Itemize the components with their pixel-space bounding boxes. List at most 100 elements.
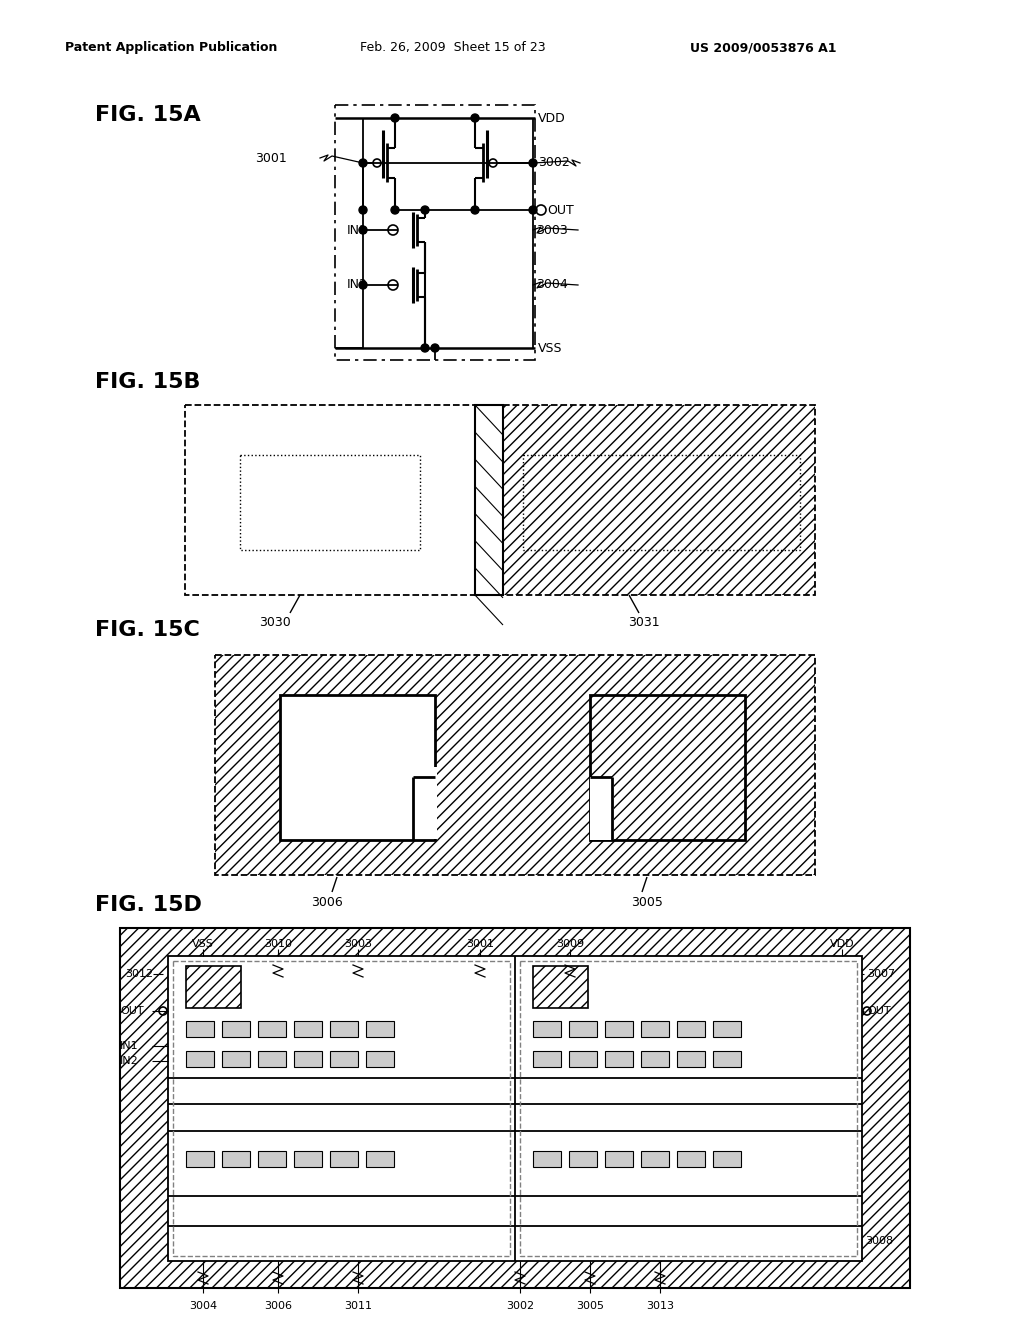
Circle shape	[529, 158, 537, 168]
Text: 3031: 3031	[628, 616, 659, 630]
Bar	[413, 767, 437, 840]
Text: 3011: 3011	[344, 1302, 372, 1311]
Bar	[222, 1151, 250, 1167]
Text: IN1: IN1	[120, 1041, 138, 1051]
Circle shape	[471, 114, 479, 121]
Circle shape	[421, 206, 429, 214]
Text: 3001: 3001	[255, 152, 287, 165]
Bar	[120, 928, 910, 1288]
Text: 3005: 3005	[575, 1302, 604, 1311]
Text: 3005: 3005	[631, 895, 663, 908]
Bar	[713, 1051, 741, 1067]
Bar	[215, 655, 815, 875]
Bar	[590, 777, 614, 840]
Circle shape	[391, 114, 399, 121]
Bar	[186, 1051, 214, 1067]
Bar	[330, 1051, 358, 1067]
Bar	[185, 405, 475, 595]
Text: FIG. 15D: FIG. 15D	[95, 895, 202, 915]
Text: VSS: VSS	[538, 342, 562, 355]
Bar	[534, 1020, 561, 1038]
Bar	[294, 1051, 322, 1067]
Text: VDD: VDD	[829, 939, 854, 949]
Bar	[713, 1020, 741, 1038]
Bar	[677, 1020, 705, 1038]
Text: OUT: OUT	[547, 203, 573, 216]
Text: 3002: 3002	[506, 1302, 535, 1311]
Bar	[534, 1151, 561, 1167]
Text: OUT: OUT	[867, 1006, 891, 1016]
Text: 3003: 3003	[536, 223, 567, 236]
Text: 3003: 3003	[344, 939, 372, 949]
Circle shape	[359, 206, 367, 214]
Bar	[366, 1020, 394, 1038]
Circle shape	[421, 345, 429, 352]
Text: OUT: OUT	[120, 1006, 143, 1016]
Bar	[258, 1020, 286, 1038]
Text: 3013: 3013	[646, 1302, 674, 1311]
Text: VDD: VDD	[538, 111, 565, 124]
Text: 3006: 3006	[311, 895, 343, 908]
Bar	[569, 1020, 597, 1038]
Text: FIG. 15B: FIG. 15B	[95, 372, 201, 392]
Bar	[258, 1151, 286, 1167]
Bar	[641, 1151, 669, 1167]
Bar	[534, 1051, 561, 1067]
Text: IN2: IN2	[347, 279, 368, 292]
Bar	[503, 405, 815, 595]
Bar	[641, 1051, 669, 1067]
Bar	[280, 696, 435, 840]
Circle shape	[359, 226, 367, 234]
Text: 3004: 3004	[536, 279, 567, 292]
Bar	[366, 1151, 394, 1167]
Text: 3009: 3009	[556, 939, 584, 949]
Bar	[569, 1151, 597, 1167]
Bar	[335, 106, 535, 360]
Bar	[240, 455, 420, 550]
Text: 3002: 3002	[538, 157, 569, 169]
Text: 3030: 3030	[259, 616, 291, 630]
Bar	[258, 1051, 286, 1067]
Text: FIG. 15C: FIG. 15C	[95, 620, 200, 640]
Text: 3006: 3006	[264, 1302, 292, 1311]
Bar	[520, 961, 857, 1257]
Bar	[677, 1151, 705, 1167]
Text: 3010: 3010	[264, 939, 292, 949]
Bar	[605, 1151, 633, 1167]
Text: Patent Application Publication: Patent Application Publication	[65, 41, 278, 54]
Text: 3007: 3007	[867, 969, 895, 979]
Bar	[523, 455, 800, 550]
Bar	[677, 1051, 705, 1067]
Circle shape	[359, 281, 367, 289]
Bar	[186, 966, 241, 1008]
Text: 3001: 3001	[466, 939, 494, 949]
Circle shape	[529, 206, 537, 214]
Text: IN1: IN1	[347, 223, 368, 236]
Bar	[713, 1151, 741, 1167]
Circle shape	[391, 206, 399, 214]
Bar	[475, 405, 503, 595]
Circle shape	[471, 206, 479, 214]
Bar	[173, 961, 510, 1257]
Text: Feb. 26, 2009  Sheet 15 of 23: Feb. 26, 2009 Sheet 15 of 23	[360, 41, 546, 54]
Bar	[222, 1020, 250, 1038]
Text: US 2009/0053876 A1: US 2009/0053876 A1	[690, 41, 837, 54]
Bar	[168, 956, 862, 1261]
Bar	[590, 696, 745, 840]
Bar	[366, 1051, 394, 1067]
Bar	[222, 1051, 250, 1067]
Circle shape	[431, 345, 439, 352]
Bar	[186, 1020, 214, 1038]
Bar	[569, 1051, 597, 1067]
Text: 3004: 3004	[189, 1302, 217, 1311]
Text: IN2: IN2	[120, 1056, 138, 1067]
Text: 3012: 3012	[125, 969, 154, 979]
Text: FIG. 15A: FIG. 15A	[95, 106, 201, 125]
Text: 3008: 3008	[865, 1236, 893, 1246]
Circle shape	[359, 158, 367, 168]
Text: VSS: VSS	[193, 939, 214, 949]
Bar	[330, 1151, 358, 1167]
Bar	[294, 1020, 322, 1038]
Bar	[605, 1020, 633, 1038]
Bar	[186, 1151, 214, 1167]
